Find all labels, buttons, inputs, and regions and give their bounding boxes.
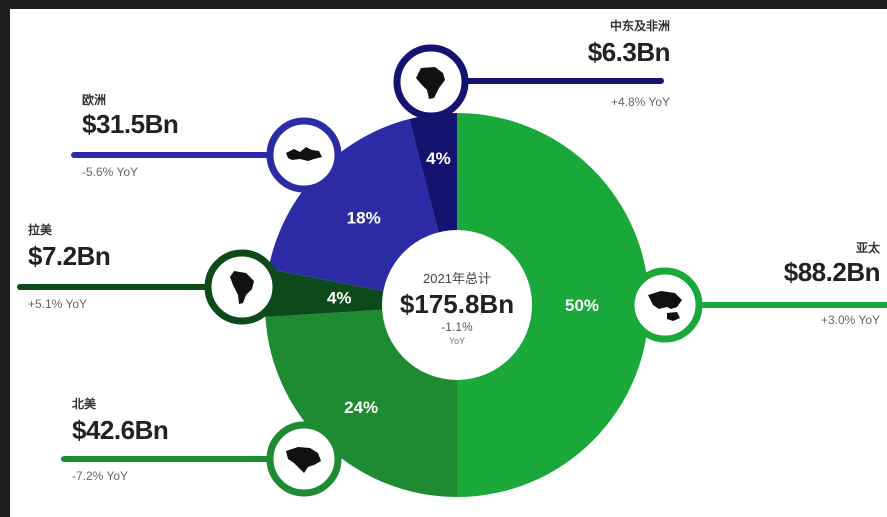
latam-yoy: +5.1% YoY xyxy=(28,297,88,311)
europe-yoy: -5.6% YoY xyxy=(82,165,139,179)
europe-amount: $31.5Bn xyxy=(82,109,179,139)
pie-label-latam: 4% xyxy=(327,289,352,308)
na-region-label: 北美 xyxy=(72,397,97,411)
donut-hole xyxy=(382,230,532,380)
mea-region-label: 中东及非洲 xyxy=(609,19,670,33)
na-amount: $42.6Bn xyxy=(72,415,169,445)
donut-chart: 50% 24% 4% 18% 4% 2021年总计 $175.8Bn-1.1% YoY xyxy=(17,44,887,497)
pie-label-apac: 50% xyxy=(565,296,599,315)
asia-pacific-map-icon xyxy=(627,267,703,343)
pie-slice-apac xyxy=(457,113,649,497)
chart-canvas: 50% 24% 4% 18% 4% 2021年总计 $175.8Bn -1.1% YoY 中东及… xyxy=(10,9,887,517)
mea-amount: $6.3Bn xyxy=(587,37,671,67)
apac-yoy: +3.0% YoY xyxy=(820,313,880,327)
apac-amount: $88.2Bn xyxy=(783,257,881,287)
europe-region-label: 欧洲 xyxy=(82,93,107,107)
pie-label-na: 24% xyxy=(344,398,378,417)
center-change: -1.1% xyxy=(441,320,473,334)
pie-label-europe: 18% xyxy=(347,208,381,227)
latam-region-label: 拉美 xyxy=(28,223,53,237)
africa-map-icon xyxy=(393,44,469,120)
latam-amount: $7.2Bn xyxy=(28,241,111,271)
south-america-map-icon xyxy=(204,249,280,325)
center-label: 2021年总计 xyxy=(423,271,491,286)
pie-label-mea: 4% xyxy=(426,149,451,168)
center-total: $175.8Bn xyxy=(400,289,514,319)
mea-yoy: +4.8% YoY xyxy=(610,95,670,109)
na-yoy: -7.2% YoY xyxy=(72,469,129,483)
europe-map-icon xyxy=(266,117,342,193)
center-unit: YoY xyxy=(449,336,465,346)
north-america-map-icon xyxy=(266,421,342,497)
apac-region-label: 亚太 xyxy=(855,241,880,255)
